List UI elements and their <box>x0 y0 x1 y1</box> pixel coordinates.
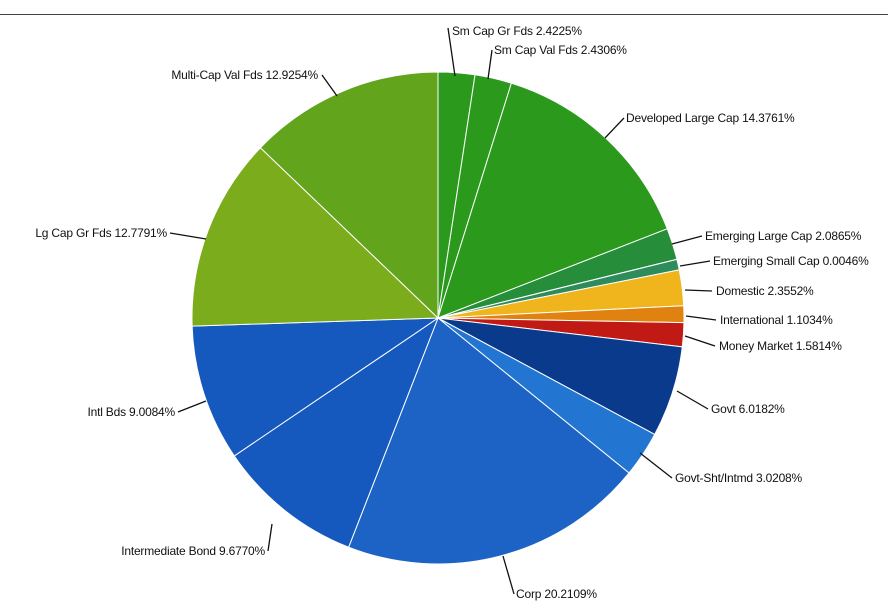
leader-line <box>679 260 711 267</box>
leader-line <box>684 335 716 347</box>
top-divider <box>0 14 888 15</box>
slice-label: Developed Large Cap 14.3761% <box>626 111 795 125</box>
leader-line <box>169 232 207 240</box>
leader-line <box>177 400 207 413</box>
slice-label: Lg Cap Gr Fds 12.7791% <box>35 226 167 240</box>
pie-slice <box>233 316 440 548</box>
slice-label: Govt-Sht/Intmd 3.0208% <box>675 471 803 485</box>
pie-slice <box>191 147 440 327</box>
leader-line <box>604 117 625 139</box>
slice-label: Emerging Small Cap 0.0046% <box>713 254 869 268</box>
slice-label: Emerging Large Cap 2.0865% <box>705 229 862 243</box>
leader-line <box>639 452 673 479</box>
slice-label: International 1.1034% <box>720 313 833 327</box>
leader-line <box>502 555 515 595</box>
pie-slice <box>191 317 440 457</box>
slice-label: Domestic 2.3552% <box>716 284 814 298</box>
slice-label: Corp 20.2109% <box>516 587 597 601</box>
pie-slice <box>347 317 630 565</box>
leader-line <box>685 315 717 321</box>
slice-label: Intermediate Bond 9.6770% <box>121 544 265 558</box>
leader-line <box>684 289 713 292</box>
slice-label: Intl Bds 9.0084% <box>87 405 175 419</box>
leader-line <box>321 74 338 97</box>
leader-line <box>447 27 456 77</box>
leader-line <box>671 235 703 245</box>
leader-line <box>676 390 709 410</box>
pie-slice <box>259 71 439 320</box>
slice-label: Govt 6.0182% <box>711 402 785 416</box>
pie-slice <box>437 82 668 319</box>
slice-label: Sm Cap Gr Fds 2.4225% <box>452 24 582 38</box>
slice-label: Multi-Cap Val Fds 12.9254% <box>171 68 318 82</box>
leader-line <box>267 523 273 552</box>
slice-label: Money Market 1.5814% <box>719 339 842 353</box>
leader-line <box>487 49 493 80</box>
slice-label: Sm Cap Val Fds 2.4306% <box>494 43 627 57</box>
